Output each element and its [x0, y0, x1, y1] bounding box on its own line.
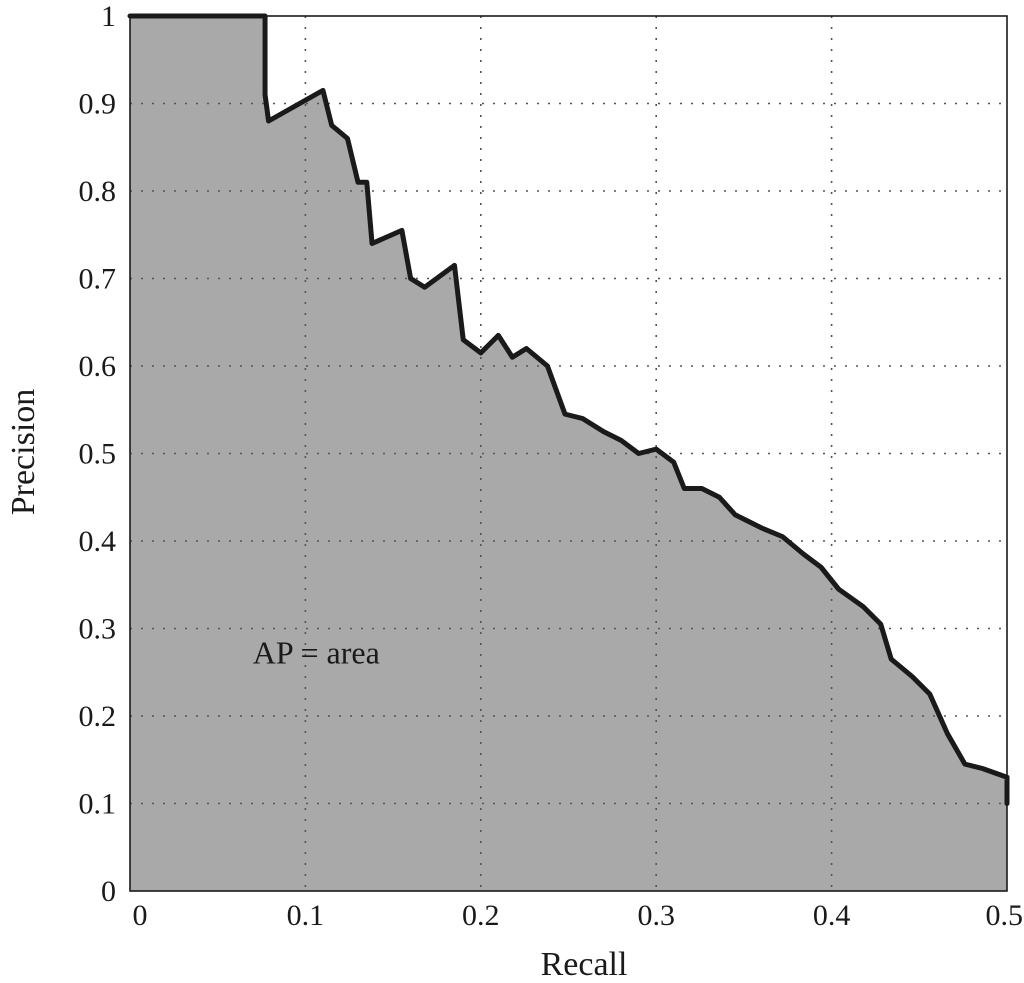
- y-tick-label: 0: [101, 875, 116, 908]
- y-tick-label: 1: [101, 0, 116, 33]
- y-axis-title: Precision: [5, 389, 42, 516]
- x-tick-label: 0.1: [287, 899, 325, 932]
- y-tick-label: 0.5: [79, 438, 117, 471]
- y-tick-label: 0.8: [79, 175, 117, 208]
- y-tick-label: 0.6: [79, 350, 117, 383]
- ap-area-annotation: AP = area: [253, 635, 380, 671]
- y-tick-label: 0.1: [79, 788, 117, 821]
- y-tick-label: 0.9: [79, 88, 117, 121]
- pr-curve-layer: [127, 13, 1010, 806]
- plot-frame: [129, 15, 1008, 892]
- x-axis-title: Recall: [541, 946, 628, 983]
- x-tick-label: 0.2: [462, 899, 500, 932]
- x-tick-label: 0: [133, 899, 148, 932]
- x-tick-label: 0.3: [637, 899, 675, 932]
- y-tick-labels: 0 0.1 0.2 0.3 0.4 0.5 0.6 0.7 0.8 0.9 1: [79, 0, 117, 908]
- x-tick-label: 0.4: [813, 899, 851, 932]
- pr-curve-line: [127, 13, 1010, 806]
- y-tick-label: 0.3: [79, 613, 117, 646]
- x-tick-labels: 0 0.1 0.2 0.3 0.4 0.5: [133, 899, 1024, 932]
- y-tick-label: 0.4: [79, 525, 117, 558]
- y-tick-label: 0.7: [79, 263, 117, 296]
- pr-area-layer: [130, 16, 1007, 891]
- y-tick-label: 0.2: [79, 700, 117, 733]
- x-tick-label: 0.5: [986, 899, 1024, 932]
- pr-area-fill: [130, 16, 1007, 891]
